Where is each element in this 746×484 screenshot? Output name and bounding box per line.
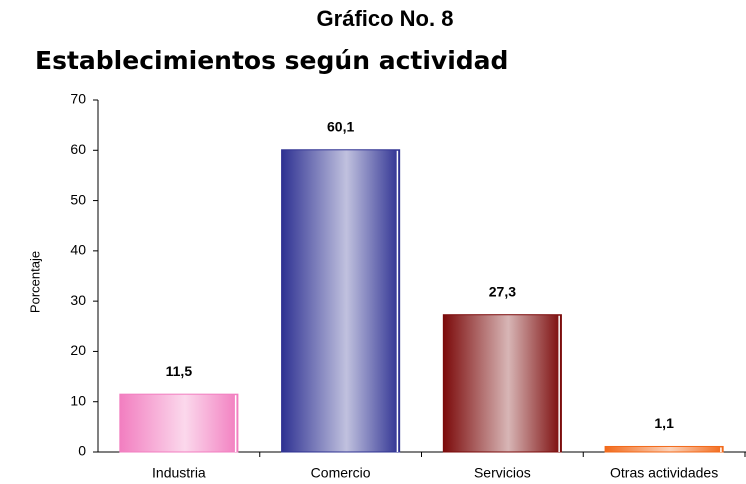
y-tick-label: 50 <box>70 191 86 207</box>
y-axis-label: Porcentaje <box>27 251 42 313</box>
bar <box>442 314 562 453</box>
value-label: 27,3 <box>489 283 516 299</box>
x-tick-label: Industria <box>152 465 206 481</box>
chart-title: Gráfico No. 8 <box>317 6 454 31</box>
y-tick-label: 40 <box>70 242 86 258</box>
x-tick-label: Comercio <box>311 465 371 481</box>
y-tick-label: 70 <box>70 91 86 107</box>
y-tick-label: 60 <box>70 141 86 157</box>
y-tick-label: 30 <box>70 292 86 308</box>
value-label: 1,1 <box>654 415 674 431</box>
value-label: 60,1 <box>327 118 354 134</box>
bar-edge <box>396 150 399 453</box>
y-tick-label: 10 <box>70 392 86 408</box>
bar <box>119 393 239 453</box>
bar <box>281 149 401 453</box>
y-tick-label: 0 <box>78 443 86 459</box>
x-tick-label: Otras actividades <box>610 465 718 481</box>
x-tick-label: Servicios <box>474 465 531 481</box>
bar <box>604 445 724 453</box>
bar-edge <box>234 395 237 452</box>
bar-edge <box>558 315 560 452</box>
chart-subtitle: Establecimientos según actividad <box>35 46 508 75</box>
y-tick-label: 20 <box>70 342 86 358</box>
bar-edge <box>720 447 722 452</box>
value-label: 11,5 <box>166 363 193 379</box>
